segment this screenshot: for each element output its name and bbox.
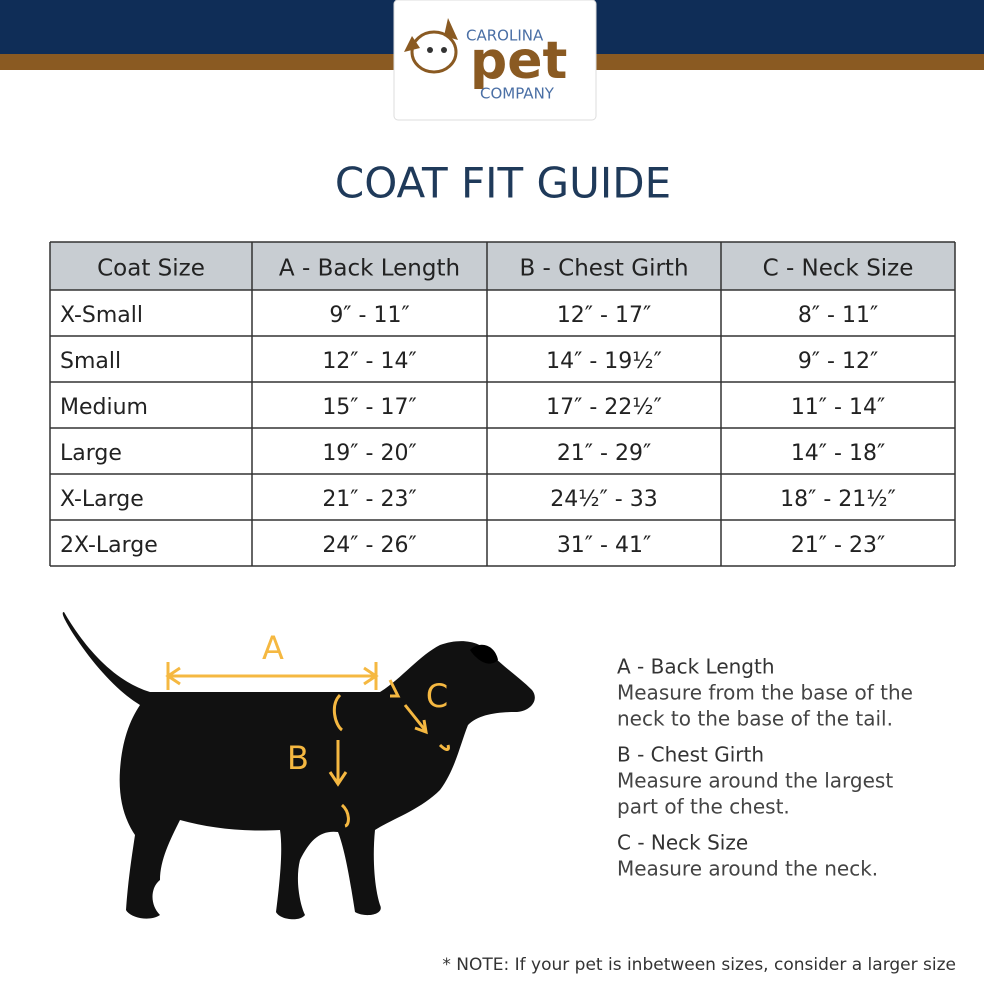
table-cell: 14″ - 18″ (791, 441, 885, 466)
table: Coat Size A - Back Length B - Chest Girth C… (49, 241, 956, 567)
legend-term: A - Back Length (617, 655, 775, 679)
row-header: Small (60, 349, 121, 374)
legend-text: Measure from the base of the (617, 681, 913, 705)
title: COAT FIT GUIDE (335, 159, 671, 208)
table-cell: 18″ - 21½″ (780, 487, 896, 512)
table-cell: 9″ - 11″ (329, 303, 409, 328)
legend-text: neck to the base of the tail. (617, 707, 893, 731)
logo-text: pet (470, 31, 567, 91)
table-cell: 12″ - 14″ (322, 349, 416, 374)
measure-label: B (287, 739, 309, 777)
legend-text: part of the chest. (617, 795, 790, 819)
table-cell: 19″ - 20″ (322, 441, 416, 466)
row-header: Large (60, 441, 122, 466)
table-cell: 21″ - 23″ (322, 487, 416, 512)
row-header: X-Small (60, 303, 143, 328)
table-cell: 14″ - 19½″ (546, 349, 662, 374)
dog-ear (470, 644, 498, 664)
table-cell: 8″ - 11″ (798, 303, 878, 328)
measure-arrows (165, 662, 450, 828)
legend-text: Measure around the neck. (617, 857, 878, 881)
measure-label: A (262, 629, 284, 667)
table-cell: 31″ - 41″ (557, 533, 651, 558)
measure-label: C (426, 677, 448, 715)
row-header: X-Large (60, 487, 144, 512)
logo-text: COMPANY (480, 85, 555, 103)
dog-silhouette (62, 612, 535, 920)
table-cell: 21″ - 29″ (557, 441, 651, 466)
logo-dog (404, 18, 458, 74)
logo-text: CAROLINA (466, 27, 544, 45)
table-cell: 21″ - 23″ (791, 533, 885, 558)
column-header: B - Chest Girth (519, 256, 688, 282)
logo-box (393, 0, 597, 121)
column-header: C - Neck Size (763, 256, 914, 282)
note: * NOTE: If your pet is inbetween sizes, … (442, 955, 956, 975)
legend-term: B - Chest Girth (617, 743, 764, 767)
table-cell: 15″ - 17″ (322, 395, 416, 420)
column-header: Coat Size (97, 256, 205, 282)
row-header: 2X-Large (60, 533, 158, 558)
table-cell: 24″ - 26″ (322, 533, 416, 558)
legend-term: C - Neck Size (617, 831, 748, 855)
table-cell: 12″ - 17″ (557, 303, 651, 328)
column-header: A - Back Length (279, 256, 460, 282)
table-cell: 24½″ - 33 (550, 487, 657, 512)
header-row (50, 242, 955, 290)
row-header: Medium (60, 395, 148, 420)
table-cell: 17″ - 22½″ (546, 395, 662, 420)
table-cell: 11″ - 14″ (791, 395, 885, 420)
legend-text: Measure around the largest (617, 769, 893, 793)
table-cell: 9″ - 12″ (798, 349, 878, 374)
